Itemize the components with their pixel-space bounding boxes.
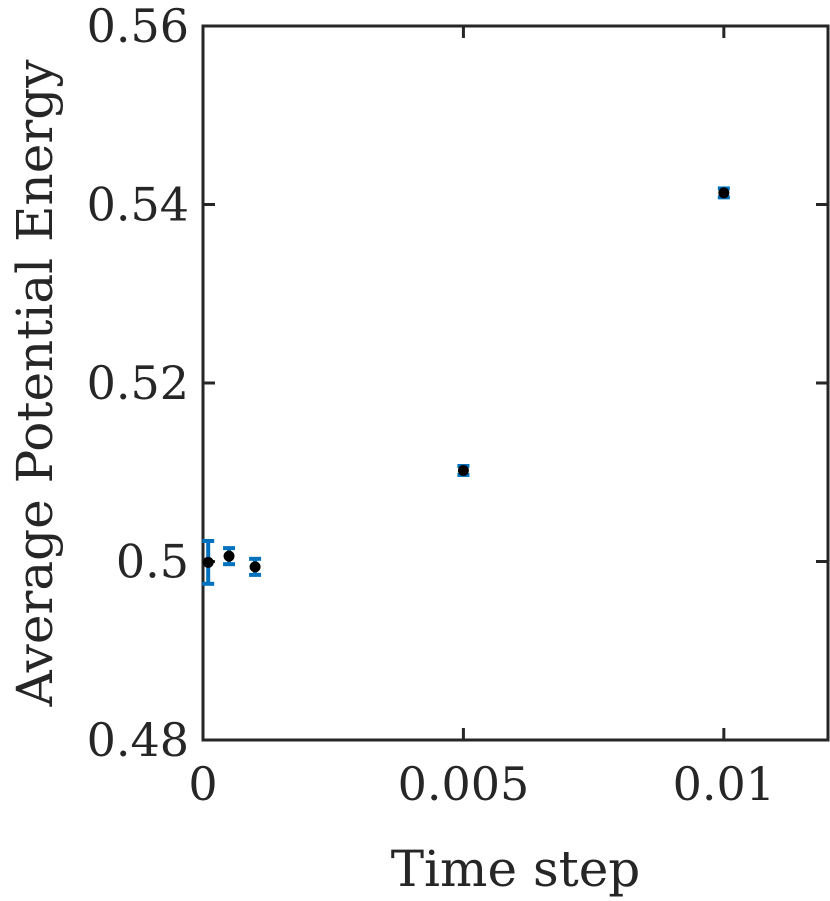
data-point [249,561,261,573]
x-tick-label: 0.005 [398,757,530,811]
x-tick-label: 0 [188,757,217,811]
data-point [202,556,214,568]
data-points [202,187,730,573]
ticks: 0 0.005 0.01 0.48 0.5 0.52 0.54 0.56 [87,0,828,811]
axes [201,24,830,742]
data-point [457,464,469,476]
data-point [718,187,730,199]
y-axis-label: Average Potential Energy [6,59,64,708]
x-axis-label: Time step [391,840,641,898]
error-bars [202,186,730,586]
y-tick-label: 0.5 [116,535,189,589]
y-tick-label: 0.48 [87,713,189,767]
plot-frame [201,24,830,742]
y-tick-label: 0.54 [87,178,189,232]
y-tick-label: 0.56 [87,0,189,53]
x-tick-label: 0.01 [673,757,775,811]
data-point [223,550,235,562]
y-tick-label: 0.52 [87,356,189,410]
